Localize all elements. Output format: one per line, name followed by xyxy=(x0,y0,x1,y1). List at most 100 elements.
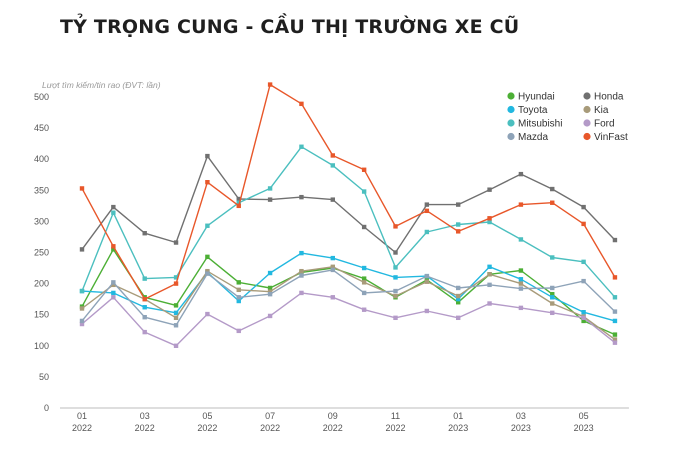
data-point xyxy=(330,295,335,300)
data-point xyxy=(550,285,555,291)
legend-label: Mazda xyxy=(518,132,548,143)
x-tick-month: 03 xyxy=(516,411,526,421)
legend-item: Kia xyxy=(583,105,609,116)
data-point xyxy=(142,276,147,281)
y-tick-label: 400 xyxy=(34,154,49,164)
data-point xyxy=(267,289,273,294)
x-tick-year: 2022 xyxy=(385,423,405,433)
data-point xyxy=(550,301,555,306)
y-axis-label: Lượt tìm kiếm/tin rao (ĐVT: lần) xyxy=(42,80,161,90)
x-tick-year: 2023 xyxy=(574,423,594,433)
x-tick-month: 09 xyxy=(328,411,338,421)
data-point xyxy=(267,197,273,202)
y-tick-label: 250 xyxy=(34,248,49,258)
data-point xyxy=(142,305,147,310)
x-tick-year: 2022 xyxy=(197,423,217,433)
data-point xyxy=(236,298,241,304)
y-tick-label: 350 xyxy=(34,185,49,195)
data-point xyxy=(299,250,304,256)
data-point xyxy=(612,275,618,280)
data-point xyxy=(456,293,461,299)
data-point xyxy=(111,210,116,215)
data-point xyxy=(299,273,304,278)
data-point xyxy=(236,200,241,205)
data-point xyxy=(267,82,273,87)
data-point xyxy=(142,231,147,236)
data-point xyxy=(518,202,524,207)
data-point xyxy=(111,280,116,285)
data-point xyxy=(612,337,618,342)
data-point xyxy=(393,265,398,270)
x-tick-year: 2022 xyxy=(72,423,92,433)
legend-swatch xyxy=(583,92,591,100)
data-point xyxy=(518,237,524,242)
data-point xyxy=(487,216,492,221)
data-point xyxy=(267,285,273,291)
data-point xyxy=(393,315,398,321)
data-point xyxy=(267,186,273,191)
y-tick-label: 500 xyxy=(34,92,49,102)
data-point xyxy=(581,315,586,321)
data-point xyxy=(487,264,492,270)
x-tick-month: 05 xyxy=(579,411,589,421)
data-point xyxy=(612,318,618,324)
legend-label: Hyundai xyxy=(518,92,555,103)
data-point xyxy=(111,204,116,210)
y-tick-label: 450 xyxy=(34,123,49,133)
series-line xyxy=(81,83,616,300)
data-point xyxy=(393,288,398,294)
data-point xyxy=(330,197,335,202)
data-point xyxy=(581,278,586,284)
data-point xyxy=(456,315,461,321)
data-point xyxy=(205,180,210,185)
legend-item: Toyota xyxy=(507,105,548,116)
data-point xyxy=(487,301,492,306)
series-mazda xyxy=(79,267,618,328)
legend-label: Toyota xyxy=(518,105,548,116)
legend-label: VinFast xyxy=(594,132,628,143)
data-point xyxy=(361,276,367,281)
data-point xyxy=(456,285,461,291)
data-point xyxy=(393,224,398,229)
legend-swatch xyxy=(583,105,591,114)
x-tick-month: 01 xyxy=(453,411,463,421)
data-point xyxy=(173,281,179,286)
data-point xyxy=(424,208,430,214)
data-point xyxy=(173,303,179,308)
data-point xyxy=(79,288,85,294)
data-point xyxy=(518,268,524,273)
data-point xyxy=(267,291,273,297)
x-tick-year: 2023 xyxy=(511,423,531,433)
data-point xyxy=(456,296,461,302)
data-point xyxy=(267,270,273,276)
data-point xyxy=(550,186,555,192)
x-tick-month: 07 xyxy=(265,411,275,421)
data-point xyxy=(79,318,85,324)
data-point xyxy=(424,273,430,279)
data-point xyxy=(550,310,555,316)
legend-swatch xyxy=(507,132,515,141)
legend-item: VinFast xyxy=(583,132,628,143)
data-point xyxy=(487,272,492,277)
series-line xyxy=(81,252,616,322)
data-point xyxy=(79,306,85,311)
data-point xyxy=(111,282,116,288)
data-point xyxy=(518,277,524,282)
y-tick-label: 0 xyxy=(44,403,49,413)
data-point xyxy=(581,310,586,315)
data-point xyxy=(205,268,210,274)
data-point xyxy=(581,259,586,265)
data-point xyxy=(330,163,335,168)
data-point xyxy=(236,295,241,300)
data-point xyxy=(612,295,618,300)
data-point xyxy=(361,265,367,271)
y-tick-label: 200 xyxy=(34,279,49,289)
x-tick-month: 05 xyxy=(202,411,212,421)
data-point xyxy=(173,310,179,316)
data-point xyxy=(612,332,618,337)
legend-item: Mitsubishi xyxy=(507,119,562,130)
y-tick-label: 100 xyxy=(34,341,49,351)
data-point xyxy=(142,296,147,302)
data-point xyxy=(236,328,241,334)
data-point xyxy=(205,254,210,260)
